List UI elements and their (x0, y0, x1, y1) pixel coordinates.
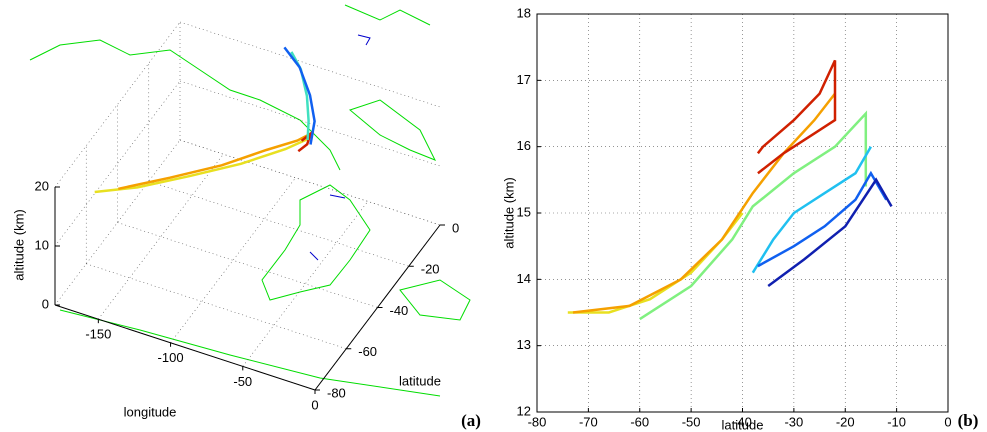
grid-line (148, 180, 409, 267)
grid-line (117, 222, 378, 308)
trajectory (756, 59, 837, 175)
x-tick-label: -10 (887, 414, 906, 429)
panel-label: (b) (958, 411, 979, 430)
axis-line (54, 304, 316, 391)
y-tick-label: 18 (517, 5, 531, 20)
x-tick-label: -20 (836, 414, 855, 429)
z-axis-label: altitude (km) (11, 209, 26, 281)
y-tick-label: 14 (517, 271, 531, 286)
panel-label: (a) (461, 411, 481, 430)
z-tick-label: 0 (42, 296, 49, 311)
trajectory (767, 177, 893, 288)
x-tick-label: 0 (944, 414, 951, 429)
y-tick-label: -20 (421, 262, 440, 277)
y-tick-label: 15 (517, 204, 531, 219)
y-tick-label: 17 (517, 72, 531, 87)
x-axis-label: longitude (124, 404, 177, 419)
trajectory (283, 46, 316, 145)
trajectory (639, 110, 868, 321)
trajectory (757, 170, 888, 268)
lakes (309, 34, 371, 261)
y-tick-label: -60 (358, 344, 377, 359)
grid-line (54, 80, 181, 247)
x-tick-label: -60 (630, 414, 649, 429)
x-tick-label: 0 (311, 397, 318, 412)
grid-line (54, 21, 181, 188)
grid-line (179, 21, 441, 108)
y-tick-label: 16 (517, 138, 531, 153)
trajectory (751, 146, 872, 274)
grid-line (98, 153, 224, 320)
x-tick-label: -70 (579, 414, 598, 429)
trajectory (94, 136, 312, 194)
grid-line (54, 139, 181, 306)
trajectory (572, 92, 836, 314)
x-axis-label: latitude (722, 417, 764, 432)
grid-line (170, 177, 296, 343)
x-tick-label: -100 (158, 350, 184, 365)
y-axis-label: altitude (km) (501, 177, 516, 249)
grid-line (179, 80, 441, 167)
z-tick-label: 20 (35, 178, 49, 193)
x-tick-label: -50 (682, 414, 701, 429)
trajectory (118, 130, 315, 191)
x-tick-label: -30 (784, 414, 803, 429)
grid-line (86, 263, 347, 350)
y-tick-label: -80 (327, 385, 346, 400)
coastlines (29, 4, 471, 397)
trajectory (290, 51, 310, 141)
grid-line (179, 139, 441, 226)
x-tick-label: -150 (85, 327, 111, 342)
y-tick-label: -40 (390, 303, 409, 318)
x-tick-label: -50 (233, 374, 252, 389)
plot-frame (536, 13, 949, 413)
y-axis-label: latitude (399, 373, 441, 388)
y-tick-label: 13 (517, 337, 531, 352)
grid-line (242, 201, 369, 367)
z-tick-label: 10 (35, 237, 49, 252)
y-tick-label: 0 (452, 220, 459, 235)
x-tick-label: -80 (528, 414, 547, 429)
y-tick-label: 12 (517, 403, 531, 418)
x-tick-label: -40 (733, 414, 752, 429)
trajectory (567, 212, 744, 314)
